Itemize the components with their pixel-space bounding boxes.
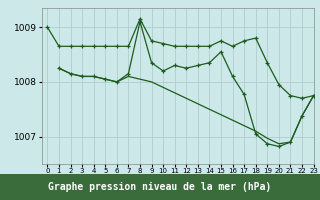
Text: Graphe pression niveau de la mer (hPa): Graphe pression niveau de la mer (hPa) bbox=[48, 182, 272, 192]
